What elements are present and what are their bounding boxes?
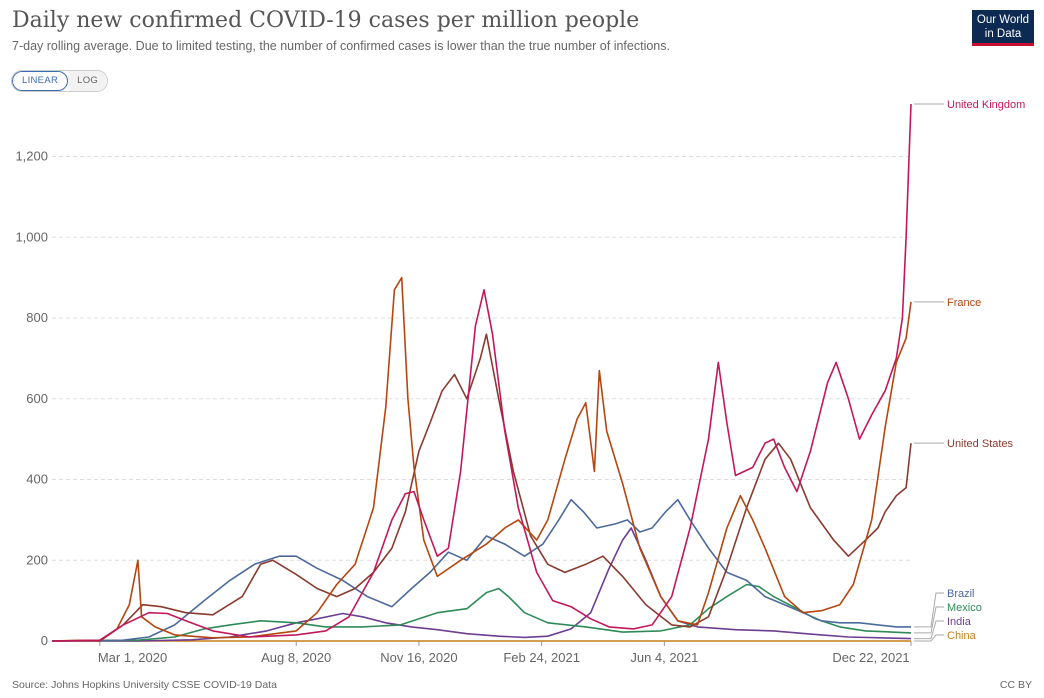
- y-tick-label: 1,000: [15, 229, 48, 244]
- y-tick-label: 800: [26, 310, 48, 325]
- y-tick-label: 200: [26, 552, 48, 567]
- y-axis: 0 200 400 600 800 1,000 1,200: [15, 149, 48, 648]
- series-lines: [51, 103, 912, 642]
- leader-line: [914, 592, 944, 628]
- x-axis: Mar 1, 2020 Aug 8, 2020 Nov 16, 2020 Feb 24…: [52, 640, 912, 665]
- grid-lines: [52, 156, 911, 561]
- linear-scale-button[interactable]: LINEAR: [12, 71, 69, 91]
- series-line-mexico[interactable]: [51, 583, 912, 642]
- source-note: Source: Johns Hopkins University CSSE CO…: [12, 679, 277, 691]
- scale-toggle: LINEAR LOG: [11, 70, 109, 92]
- leader-line: [914, 634, 944, 642]
- x-tick-label: Nov 16, 2020: [380, 650, 457, 665]
- x-tick-label: Aug 8, 2020: [261, 650, 331, 665]
- y-tick-label: 400: [26, 472, 48, 487]
- logo-line-1: Our World: [976, 14, 1030, 26]
- owid-logo[interactable]: Our World in Data: [972, 10, 1034, 46]
- x-tick-label: Jun 4, 2021: [630, 650, 698, 665]
- series-line-india[interactable]: [52, 527, 912, 642]
- chart-title: Daily new confirmed COVID-19 cases per m…: [12, 8, 640, 33]
- series-line-france[interactable]: [51, 276, 912, 642]
- series-label-united-states[interactable]: United States: [947, 438, 1014, 450]
- log-scale-button[interactable]: LOG: [68, 71, 108, 91]
- leader-line: [914, 606, 944, 634]
- series-label-india[interactable]: India: [947, 616, 972, 628]
- y-tick-label: 600: [26, 391, 48, 406]
- leader-line: [914, 620, 944, 640]
- series-label-brazil[interactable]: Brazil: [947, 588, 975, 600]
- series-label-united-kingdom[interactable]: United Kingdom: [947, 99, 1025, 111]
- y-tick-label: 1,200: [15, 149, 48, 164]
- x-tick-label: Dec 22, 2021: [832, 650, 909, 665]
- chart-subtitle: 7-day rolling average. Due to limited te…: [12, 39, 670, 53]
- series-label-france[interactable]: France: [947, 297, 981, 309]
- y-tick-label: 0: [41, 633, 48, 648]
- series-line-united-states[interactable]: [52, 333, 912, 642]
- series-labels: United Kingdom France United States Brazil M…: [914, 99, 1025, 642]
- series-label-china[interactable]: China: [947, 630, 977, 642]
- series-label-mexico[interactable]: Mexico: [947, 602, 982, 614]
- x-tick-label: Feb 24, 2021: [503, 650, 580, 665]
- series-line-brazil[interactable]: [51, 498, 911, 642]
- x-tick-label: Mar 1, 2020: [98, 650, 167, 665]
- license-link[interactable]: CC BY: [999, 679, 1032, 691]
- logo-line-2: in Data: [984, 28, 1022, 40]
- series-line-united-kingdom[interactable]: [51, 103, 912, 642]
